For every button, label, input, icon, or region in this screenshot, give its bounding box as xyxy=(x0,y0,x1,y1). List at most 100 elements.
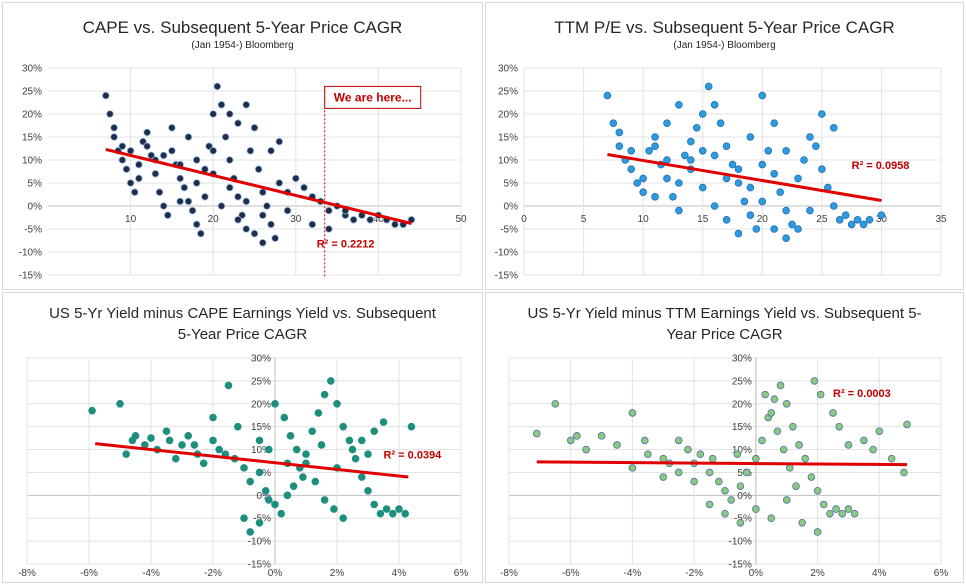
data-point xyxy=(333,399,341,408)
y-tick-label: 25% xyxy=(251,376,271,387)
x-tick-label: 20 xyxy=(208,214,220,225)
data-point xyxy=(663,119,671,127)
data-point xyxy=(271,234,279,243)
x-tick-label: 0 xyxy=(521,214,527,225)
r-squared-label: R² = 0.2212 xyxy=(317,238,375,250)
data-point xyxy=(800,156,808,164)
x-tick-label: -4% xyxy=(624,568,642,579)
data-point xyxy=(326,377,335,385)
data-point xyxy=(900,468,908,477)
y-tick-label: 15% xyxy=(732,422,752,433)
data-point xyxy=(597,432,606,440)
data-point xyxy=(289,482,298,490)
annotation-box xyxy=(324,85,422,109)
data-point xyxy=(242,101,251,109)
data-point xyxy=(376,509,385,518)
data-point xyxy=(615,142,624,151)
data-point xyxy=(782,496,791,504)
data-point xyxy=(690,477,698,486)
data-point xyxy=(217,202,226,210)
data-point xyxy=(308,220,317,229)
data-point xyxy=(317,441,326,449)
r-squared-label: R² = 0.0394 xyxy=(384,450,443,462)
data-point xyxy=(746,211,755,220)
data-point xyxy=(264,496,273,504)
data-point xyxy=(382,505,391,513)
data-point xyxy=(767,409,776,417)
data-point xyxy=(806,133,814,141)
x-tick-label: 0% xyxy=(268,568,283,579)
data-point xyxy=(782,206,790,215)
data-point xyxy=(696,450,705,458)
x-tick-label: 30 xyxy=(876,214,888,225)
data-point xyxy=(782,234,790,243)
x-tick-label: 4% xyxy=(872,568,887,579)
x-tick-label: -4% xyxy=(142,568,160,579)
data-point xyxy=(180,183,189,192)
data-point xyxy=(838,509,847,518)
data-point xyxy=(615,128,624,137)
data-point xyxy=(126,147,135,155)
y-tick-label: 10% xyxy=(498,156,518,167)
data-point xyxy=(302,450,310,458)
data-point xyxy=(292,445,301,454)
data-point xyxy=(829,202,838,210)
y-tick-label: -5% xyxy=(253,514,271,525)
data-point xyxy=(366,216,374,224)
y-tick-label: 20% xyxy=(22,110,42,121)
cape-chart-title-block: CAPE vs. Subsequent 5-Year Price CAGR (J… xyxy=(3,17,482,52)
data-point xyxy=(767,514,776,523)
data-point xyxy=(816,390,825,399)
data-point xyxy=(246,147,255,155)
data-point xyxy=(776,188,784,197)
data-point xyxy=(752,454,760,463)
data-point xyxy=(240,464,248,472)
ttm-yield-gap-scatter-plot: 30%25%20%15%10%5%0%-5%-10%-15%-8%-6%-4%-… xyxy=(500,354,948,580)
data-point xyxy=(770,119,779,127)
data-point xyxy=(704,82,713,91)
data-point xyxy=(627,147,636,155)
data-point xyxy=(159,202,168,210)
data-point xyxy=(603,91,612,100)
chart-title: US 5-Yr Yield minus CAPE Earnings Yield … xyxy=(49,305,436,343)
data-point xyxy=(532,429,541,438)
data-point xyxy=(869,445,877,454)
data-point xyxy=(213,82,222,91)
data-point xyxy=(258,211,267,220)
data-point xyxy=(255,468,264,477)
cape-yield-gap-title-block: US 5-Yr Yield minus CAPE Earnings Yield … xyxy=(3,303,482,345)
data-point xyxy=(364,486,372,495)
ttm-yield-gap-title-block: US 5-Yr Yield minus TTM Earnings Yield v… xyxy=(486,303,963,345)
data-point xyxy=(391,220,399,229)
data-point xyxy=(740,197,749,206)
data-point xyxy=(234,422,242,431)
data-point xyxy=(234,193,242,201)
y-tick-label: 25% xyxy=(22,87,42,98)
data-point xyxy=(734,165,743,174)
data-point xyxy=(698,110,707,118)
data-point xyxy=(176,197,184,206)
data-point xyxy=(705,468,714,477)
x-tick-label: -2% xyxy=(685,568,703,579)
x-tick-label: 2% xyxy=(810,568,825,579)
data-point xyxy=(320,390,329,399)
data-point xyxy=(135,174,143,183)
data-point xyxy=(761,390,769,399)
data-point xyxy=(246,477,255,486)
y-tick-label: 10% xyxy=(732,445,752,456)
data-point xyxy=(225,156,234,164)
data-point xyxy=(388,509,397,518)
data-point xyxy=(675,179,683,187)
data-point xyxy=(812,142,820,151)
data-point xyxy=(192,220,201,229)
data-point xyxy=(264,445,273,454)
y-tick-label: 10% xyxy=(22,156,42,167)
trendline xyxy=(536,460,908,467)
data-point xyxy=(835,216,844,224)
y-tick-label: -15% xyxy=(19,271,42,282)
data-point xyxy=(221,133,230,141)
data-point xyxy=(330,505,338,513)
data-point xyxy=(674,436,683,445)
r-squared-label: R² = 0.0003 xyxy=(833,388,891,400)
y-tick-label: 30% xyxy=(22,64,42,75)
